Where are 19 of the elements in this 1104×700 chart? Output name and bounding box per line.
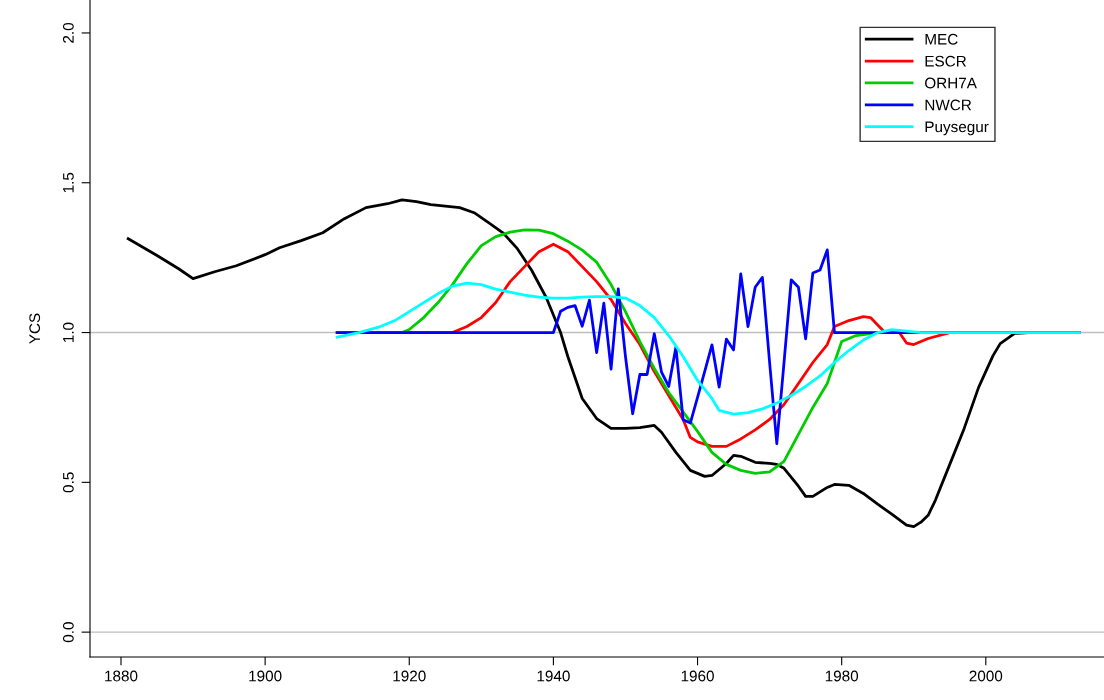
legend-label: ESCR [925, 55, 967, 67]
legend-label: MEC [925, 33, 958, 45]
legend-label: NWCR [925, 99, 972, 111]
y-tick-label: 1.5 [63, 172, 74, 193]
legend-label: Puysegur [925, 121, 989, 136]
x-tick-label: 1940 [537, 670, 570, 682]
y-tick-label: 0.5 [62, 472, 74, 493]
x-tick-label: 1880 [105, 670, 138, 682]
x-tick-label: 1960 [681, 670, 714, 682]
x-tick-label: 2000 [969, 670, 1003, 682]
y-axis-title: YCS [29, 313, 41, 344]
legend-label: ORH7A [925, 77, 977, 89]
y-tick-label: 1.0 [62, 322, 74, 342]
y-tick-label: 0.0 [62, 622, 74, 643]
x-tick-label: 1900 [249, 670, 282, 682]
x-tick-label: 1920 [393, 670, 426, 682]
line-series [335, 281, 1081, 416]
y-tick-label: 2.0 [62, 22, 74, 43]
x-tick-label: 1980 [825, 670, 859, 682]
